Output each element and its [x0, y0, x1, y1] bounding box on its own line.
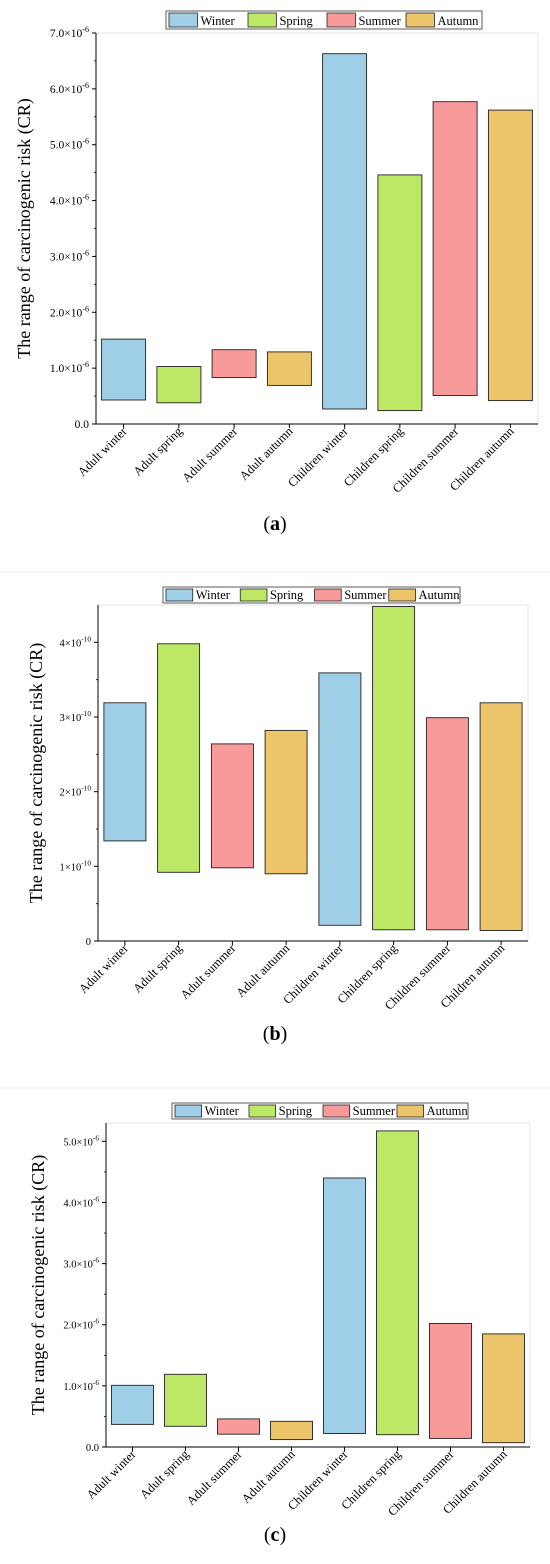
legend-swatch-summer: [314, 588, 342, 602]
legend-label-autumn: Autumn: [418, 588, 460, 602]
legend-box: [171, 1102, 469, 1120]
x-tick-label: Adult summer: [180, 424, 241, 485]
legend: Winter Spring Summer Autumn: [165, 10, 483, 30]
legend-label-summer: Summer: [344, 588, 387, 602]
bar-adult-summer: [210, 743, 254, 869]
panel-caption: (b): [263, 1023, 287, 1045]
y-tick-label: 5.0×10-6: [63, 1133, 99, 1148]
legend-swatch-autumn: [405, 12, 435, 28]
bar-adult-summer: [217, 1418, 260, 1435]
legend-swatch-winter: [165, 588, 194, 602]
bar-adult-autumn: [270, 1420, 313, 1441]
y-tick-label: 3.0×10-6: [63, 1256, 99, 1271]
x-tick-label: Adult summer: [184, 1447, 245, 1508]
bar-children-spring: [376, 1130, 419, 1436]
legend-label-spring: Spring: [279, 14, 313, 28]
bar-children-summer: [425, 717, 469, 931]
legend: Winter Spring Summer Autumn: [162, 586, 461, 604]
y-tick-label: 4×10-10: [60, 634, 92, 649]
y-tick-label: 1.0×10-6: [63, 1378, 99, 1393]
bar-adult-winter: [111, 1384, 154, 1425]
panel-caption: (a): [263, 513, 286, 535]
chart-panel-a: 0.0 1.0×10-6 2.0×10-6 3.0×10-6 4.0×10-6 5.0×1…: [14, 10, 539, 535]
x-tick-label: Adult autumn: [239, 1447, 298, 1506]
legend-box: [165, 10, 483, 30]
legend-label-autumn: Autumn: [427, 1104, 469, 1118]
legend-swatch-spring: [247, 12, 277, 28]
panel-caption: (c): [264, 1524, 286, 1546]
bar-children-summer: [432, 101, 478, 396]
bar-children-winter: [323, 1177, 366, 1434]
legend-swatch-autumn: [396, 1104, 425, 1118]
y-tick-label: 0: [86, 937, 91, 948]
y-tick-label: 1×10-10: [60, 858, 92, 873]
x-tick-label: Adult winter: [75, 424, 130, 479]
bar-adult-autumn: [266, 351, 312, 386]
y-tick-label: 0.0: [86, 1443, 99, 1454]
bar-adult-winter: [101, 338, 147, 401]
bar-adult-autumn: [264, 729, 308, 875]
legend-label-winter: Winter: [205, 1104, 240, 1118]
y-tick-label: 2.0×10-6: [63, 1317, 99, 1332]
y-axis-title: The range of carcinogenic risk (CR): [28, 1155, 49, 1415]
bar-adult-spring: [164, 1373, 207, 1427]
y-tick-label: 3.0×10-6: [50, 248, 89, 263]
x-tick-label: Adult spring: [137, 1447, 192, 1502]
y-tick-label: 0.0: [75, 419, 90, 431]
bar-children-winter: [322, 53, 368, 410]
legend-swatch-winter: [174, 1104, 203, 1118]
x-tick-label: Adult autumn: [233, 941, 292, 1000]
chart-panel-c: 0.0 1.0×10-6 2.0×10-6 3.0×10-6 4.0×10-6 5.0×1…: [28, 1102, 531, 1546]
y-tick-label: 4.0×10-6: [63, 1194, 99, 1209]
legend-swatch-spring: [248, 1104, 277, 1118]
legend: Winter Spring Summer Autumn: [171, 1102, 469, 1120]
bar-children-summer: [429, 1323, 472, 1439]
y-tick-label: 6.0×10-6: [50, 81, 89, 96]
bar-children-spring: [372, 606, 416, 931]
y-tick-label: 3×10-10: [60, 709, 92, 724]
bar-children-spring: [377, 174, 423, 412]
legend-swatch-summer: [322, 1104, 351, 1118]
legend-box: [162, 586, 461, 604]
x-tick-label: Adult winter: [84, 1447, 139, 1502]
legend-label-winter: Winter: [200, 14, 235, 28]
bar-children-autumn: [487, 109, 533, 402]
legend-label-autumn: Autumn: [437, 14, 479, 28]
chart-panel-b: 0 1×10-10 2×10-10 3×10-10 4×10-10 Adult winte…: [26, 586, 529, 1045]
y-tick-label: 7.0×10-6: [50, 25, 89, 40]
y-axis-title: The range of carcinogenic risk (CR): [14, 98, 35, 358]
bar-children-winter: [318, 672, 362, 926]
legend-label-spring: Spring: [279, 1104, 313, 1118]
y-tick-label: 2×10-10: [60, 784, 92, 799]
bar-adult-summer: [211, 349, 257, 379]
x-tick-label: Adult winter: [76, 941, 131, 996]
bar-adult-winter: [103, 702, 147, 842]
legend-label-spring: Spring: [270, 588, 304, 602]
x-tick-label: Adult spring: [131, 424, 186, 479]
legend-swatch-summer: [326, 12, 356, 28]
legend-swatch-autumn: [388, 588, 416, 602]
x-tick-label: Adult spring: [130, 941, 185, 996]
legend-label-summer: Summer: [358, 14, 401, 28]
y-tick-label: 1.0×10-6: [50, 360, 89, 375]
legend-swatch-spring: [239, 588, 268, 602]
legend-label-winter: Winter: [196, 588, 231, 602]
x-tick-label: Adult autumn: [237, 424, 296, 483]
bar-children-autumn: [479, 702, 523, 931]
y-tick-label: 2.0×10-6: [50, 304, 89, 319]
legend-swatch-winter: [168, 12, 198, 28]
legend-label-summer: Summer: [353, 1104, 396, 1118]
x-tick-label: Adult summer: [178, 941, 239, 1002]
bar-adult-spring: [156, 366, 202, 404]
y-tick-label: 4.0×10-6: [50, 193, 89, 208]
bar-children-autumn: [482, 1333, 525, 1444]
bar-adult-spring: [157, 643, 201, 873]
y-axis-title: The range of carcinogenic risk (CR): [26, 643, 47, 903]
y-tick-label: 5.0×10-6: [50, 137, 89, 152]
